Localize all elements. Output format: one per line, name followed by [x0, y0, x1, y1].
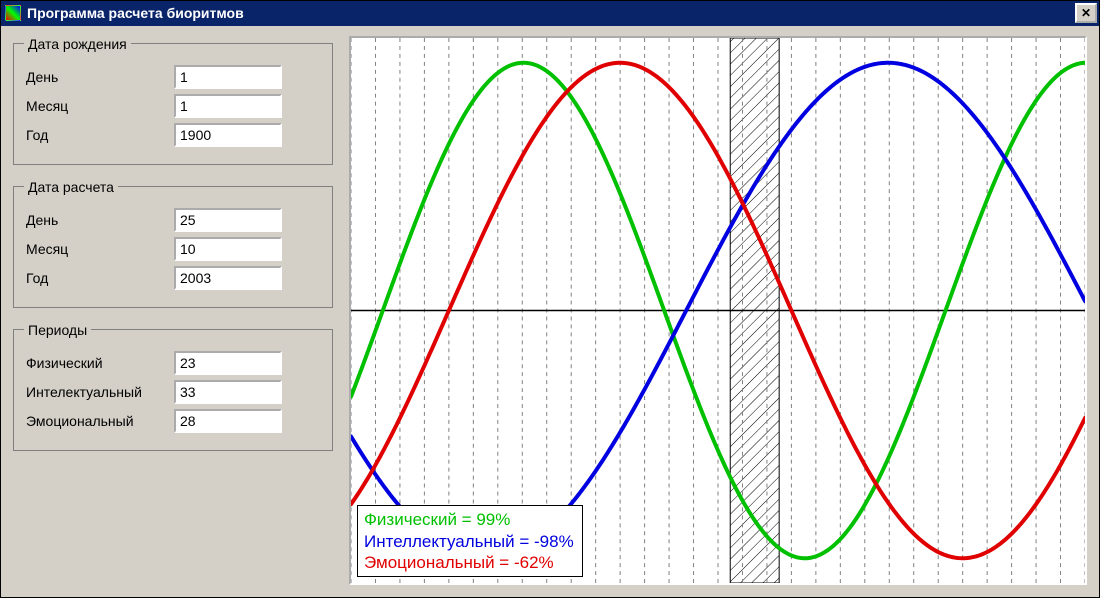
- label-birth-year: Год: [24, 127, 174, 143]
- label-period-physical: Физический: [24, 355, 174, 371]
- group-periods: Периоды Физический Интелектуальный Эмоци…: [13, 322, 333, 451]
- biorhythm-chart: [351, 38, 1085, 583]
- input-calc-year[interactable]: [174, 266, 282, 290]
- group-calcdate-legend: Дата расчета: [24, 179, 118, 195]
- row-birth-month: Месяц: [24, 94, 322, 118]
- close-button[interactable]: ✕: [1075, 3, 1097, 23]
- label-calc-day: День: [24, 212, 174, 228]
- input-period-physical[interactable]: [174, 351, 282, 375]
- input-calc-day[interactable]: [174, 208, 282, 232]
- row-birth-day: День: [24, 65, 322, 89]
- app-icon: [5, 5, 21, 21]
- group-birthdate-legend: Дата рождения: [24, 36, 131, 52]
- input-birth-year[interactable]: [174, 123, 282, 147]
- chart-panel: Физический = 99% Интеллектуальный = -98%…: [349, 36, 1087, 585]
- left-panel: Дата рождения День Месяц Год Дата расчет…: [13, 36, 333, 585]
- app-window: Программа расчета биоритмов ✕ Дата рожде…: [0, 0, 1100, 598]
- row-period-emotional: Эмоциональный: [24, 409, 322, 433]
- row-period-physical: Физический: [24, 351, 322, 375]
- label-calc-month: Месяц: [24, 241, 174, 257]
- row-calc-year: Год: [24, 266, 322, 290]
- legend-physical: Физический = 99%: [364, 509, 574, 530]
- legend-emotional: Эмоциональный = -62%: [364, 552, 574, 573]
- label-birth-day: День: [24, 69, 174, 85]
- legend-intellectual: Интеллектуальный = -98%: [364, 531, 574, 552]
- chart-legend: Физический = 99% Интеллектуальный = -98%…: [357, 505, 583, 577]
- row-birth-year: Год: [24, 123, 322, 147]
- input-period-emotional[interactable]: [174, 409, 282, 433]
- input-birth-day[interactable]: [174, 65, 282, 89]
- group-periods-legend: Периоды: [24, 322, 91, 338]
- row-calc-month: Месяц: [24, 237, 322, 261]
- label-birth-month: Месяц: [24, 98, 174, 114]
- window-title: Программа расчета биоритмов: [27, 5, 1075, 21]
- client-area: Дата рождения День Месяц Год Дата расчет…: [1, 26, 1099, 597]
- label-period-emotional: Эмоциональный: [24, 413, 174, 429]
- label-calc-year: Год: [24, 270, 174, 286]
- titlebar: Программа расчета биоритмов ✕: [1, 1, 1099, 26]
- group-birthdate: Дата рождения День Месяц Год: [13, 36, 333, 165]
- input-period-intellectual[interactable]: [174, 380, 282, 404]
- input-birth-month[interactable]: [174, 94, 282, 118]
- input-calc-month[interactable]: [174, 237, 282, 261]
- group-calcdate: Дата расчета День Месяц Год: [13, 179, 333, 308]
- row-calc-day: День: [24, 208, 322, 232]
- row-period-intellectual: Интелектуальный: [24, 380, 322, 404]
- label-period-intellectual: Интелектуальный: [24, 384, 174, 400]
